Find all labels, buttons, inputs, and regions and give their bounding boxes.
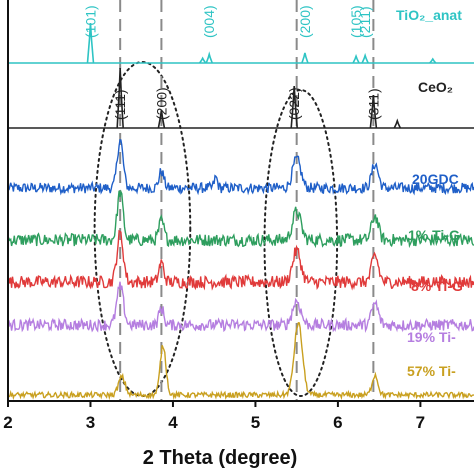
series-trace: 57% Ti- (7, 322, 474, 401)
reference-peak (429, 57, 437, 64)
x-axis-title: 2 Theta (degree) (143, 447, 297, 469)
reference-peak (205, 51, 213, 64)
series-name: 1% Ti-G (408, 227, 460, 243)
peak-index-label: (101) (82, 5, 98, 38)
x-ticks: 2 3 4 5 6 7 (3, 401, 425, 432)
reference-peak (198, 56, 207, 64)
reference-peak (393, 118, 402, 129)
x-tick-label: 2 (3, 413, 12, 432)
reference-peak (301, 52, 309, 64)
peak-index-label: (004) (201, 5, 217, 38)
reference-pattern: (101) (004) (200) (105)(211) TiO₂_anat (8, 5, 474, 64)
peak-index-label: (311) (365, 88, 381, 120)
series-name: 8% Ti-G (411, 278, 463, 294)
axes (7, 0, 474, 402)
peak-index-label: (200) (153, 87, 169, 120)
series-line (7, 138, 474, 196)
x-tick-label: 5 (251, 413, 260, 432)
reference-peak (290, 85, 298, 129)
x-tick-label: 4 (168, 413, 178, 432)
series-line (7, 281, 474, 334)
series-line (7, 229, 474, 291)
x-tick-label: 3 (86, 413, 95, 432)
reference-peak (352, 53, 360, 64)
peak-index-label: (022) (286, 87, 302, 120)
x-tick-label: 7 (416, 413, 425, 432)
series-line (7, 189, 474, 249)
series-line (7, 322, 474, 401)
reference-peak (116, 67, 124, 129)
peak-index-label: (200) (297, 5, 313, 38)
reference-peak (361, 52, 369, 64)
series-trace: 8% Ti-G (7, 229, 474, 294)
dotted-ellipse (93, 61, 192, 397)
dashed-guides (119, 0, 375, 401)
series-name: 57% Ti- (407, 363, 456, 379)
series-name: 19% Ti- (407, 329, 456, 345)
series-trace: 20GDC (7, 138, 474, 196)
series-trace: 19% Ti- (7, 281, 474, 345)
reference-pattern: (111) (200) (022) (311) CeO₂ (8, 67, 474, 129)
reference-peak (157, 109, 166, 129)
peak-index-label: (111) (112, 89, 128, 120)
series-traces: 20GDC 1% Ti-G 8% Ti-G 19% Ti- 57% Ti- (7, 138, 474, 401)
series-name: 20GDC (412, 171, 459, 187)
series-trace: 1% Ti-G (7, 189, 474, 249)
reference-patterns: (101) (004) (200) (105)(211) TiO₂_anat(111)(… (8, 5, 474, 129)
reference-name: CeO₂ (418, 79, 453, 95)
reference-peak (369, 94, 378, 129)
x-tick-label: 6 (333, 413, 342, 432)
reference-name: TiO₂_anat (396, 7, 462, 23)
reference-peak (86, 22, 95, 64)
peak-index-label: (105) (348, 5, 364, 38)
peak-index-label: (211) (357, 6, 373, 38)
